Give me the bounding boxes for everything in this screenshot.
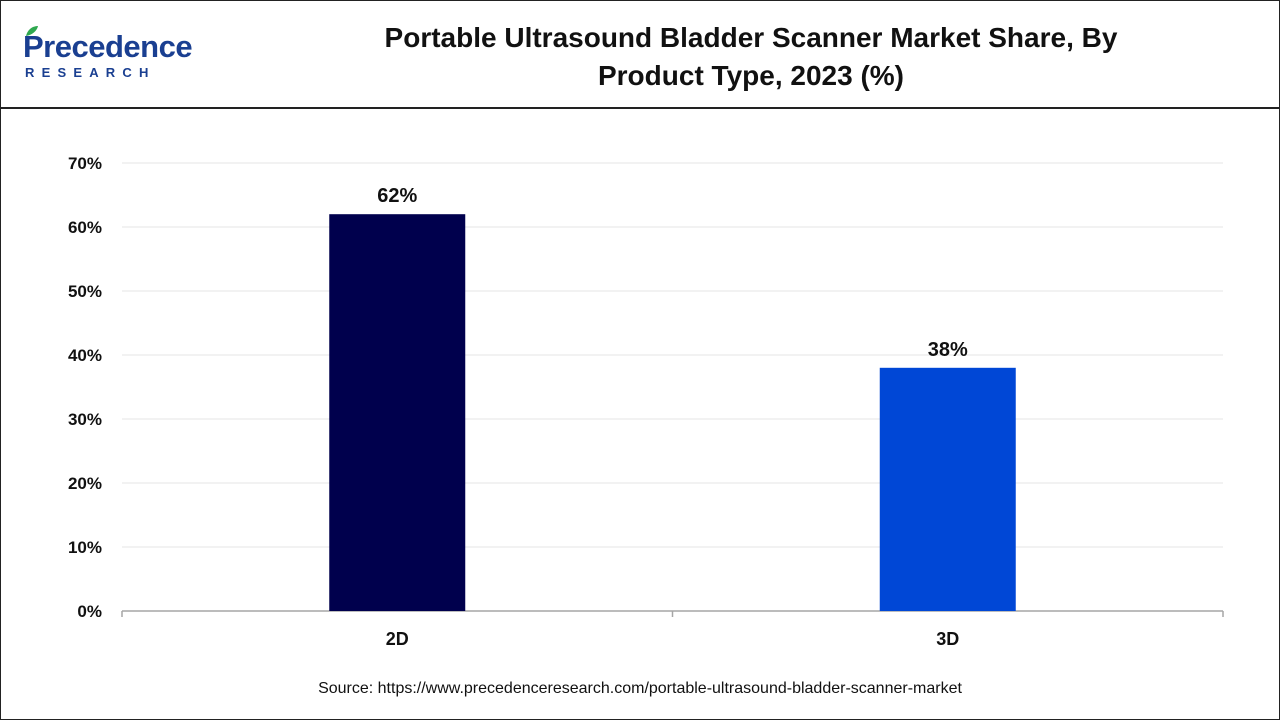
logo-wordmark: Precedence: [23, 29, 193, 64]
x-tick-label: 3D: [936, 629, 959, 649]
data-label: 62%: [377, 185, 417, 207]
x-tick-label: 2D: [386, 629, 409, 649]
y-tick-label: 60%: [68, 218, 102, 237]
header: Precedence RESEARCH Portable Ultrasound …: [1, 1, 1279, 109]
title-line-1: Portable Ultrasound Bladder Scanner Mark…: [384, 22, 1118, 53]
y-tick-label: 20%: [68, 474, 102, 493]
y-tick-label: 70%: [68, 154, 102, 173]
y-tick-label: 0%: [77, 602, 102, 621]
title-line-2: Product Type, 2023 (%): [597, 60, 904, 91]
chart-title: Portable Ultrasound Bladder Scanner Mark…: [301, 19, 1201, 95]
logo-subtitle: RESEARCH: [25, 65, 156, 80]
bar-2d: [329, 214, 466, 611]
leaf-icon: [26, 26, 38, 36]
y-tick-label: 10%: [68, 538, 102, 557]
bar-3d: [879, 367, 1016, 611]
bar-chart: 0% 10% 20% 30% 40% 50% 60% 70% 62% 2D 38% 3D: [68, 154, 1224, 649]
data-label: 38%: [928, 339, 968, 361]
y-tick-label: 50%: [68, 282, 102, 301]
y-tick-label: 30%: [68, 410, 102, 429]
y-tick-label: 40%: [68, 346, 102, 365]
source-note: Source: https://www.precedenceresearch.c…: [318, 680, 962, 697]
logo: Precedence RESEARCH: [23, 25, 213, 85]
